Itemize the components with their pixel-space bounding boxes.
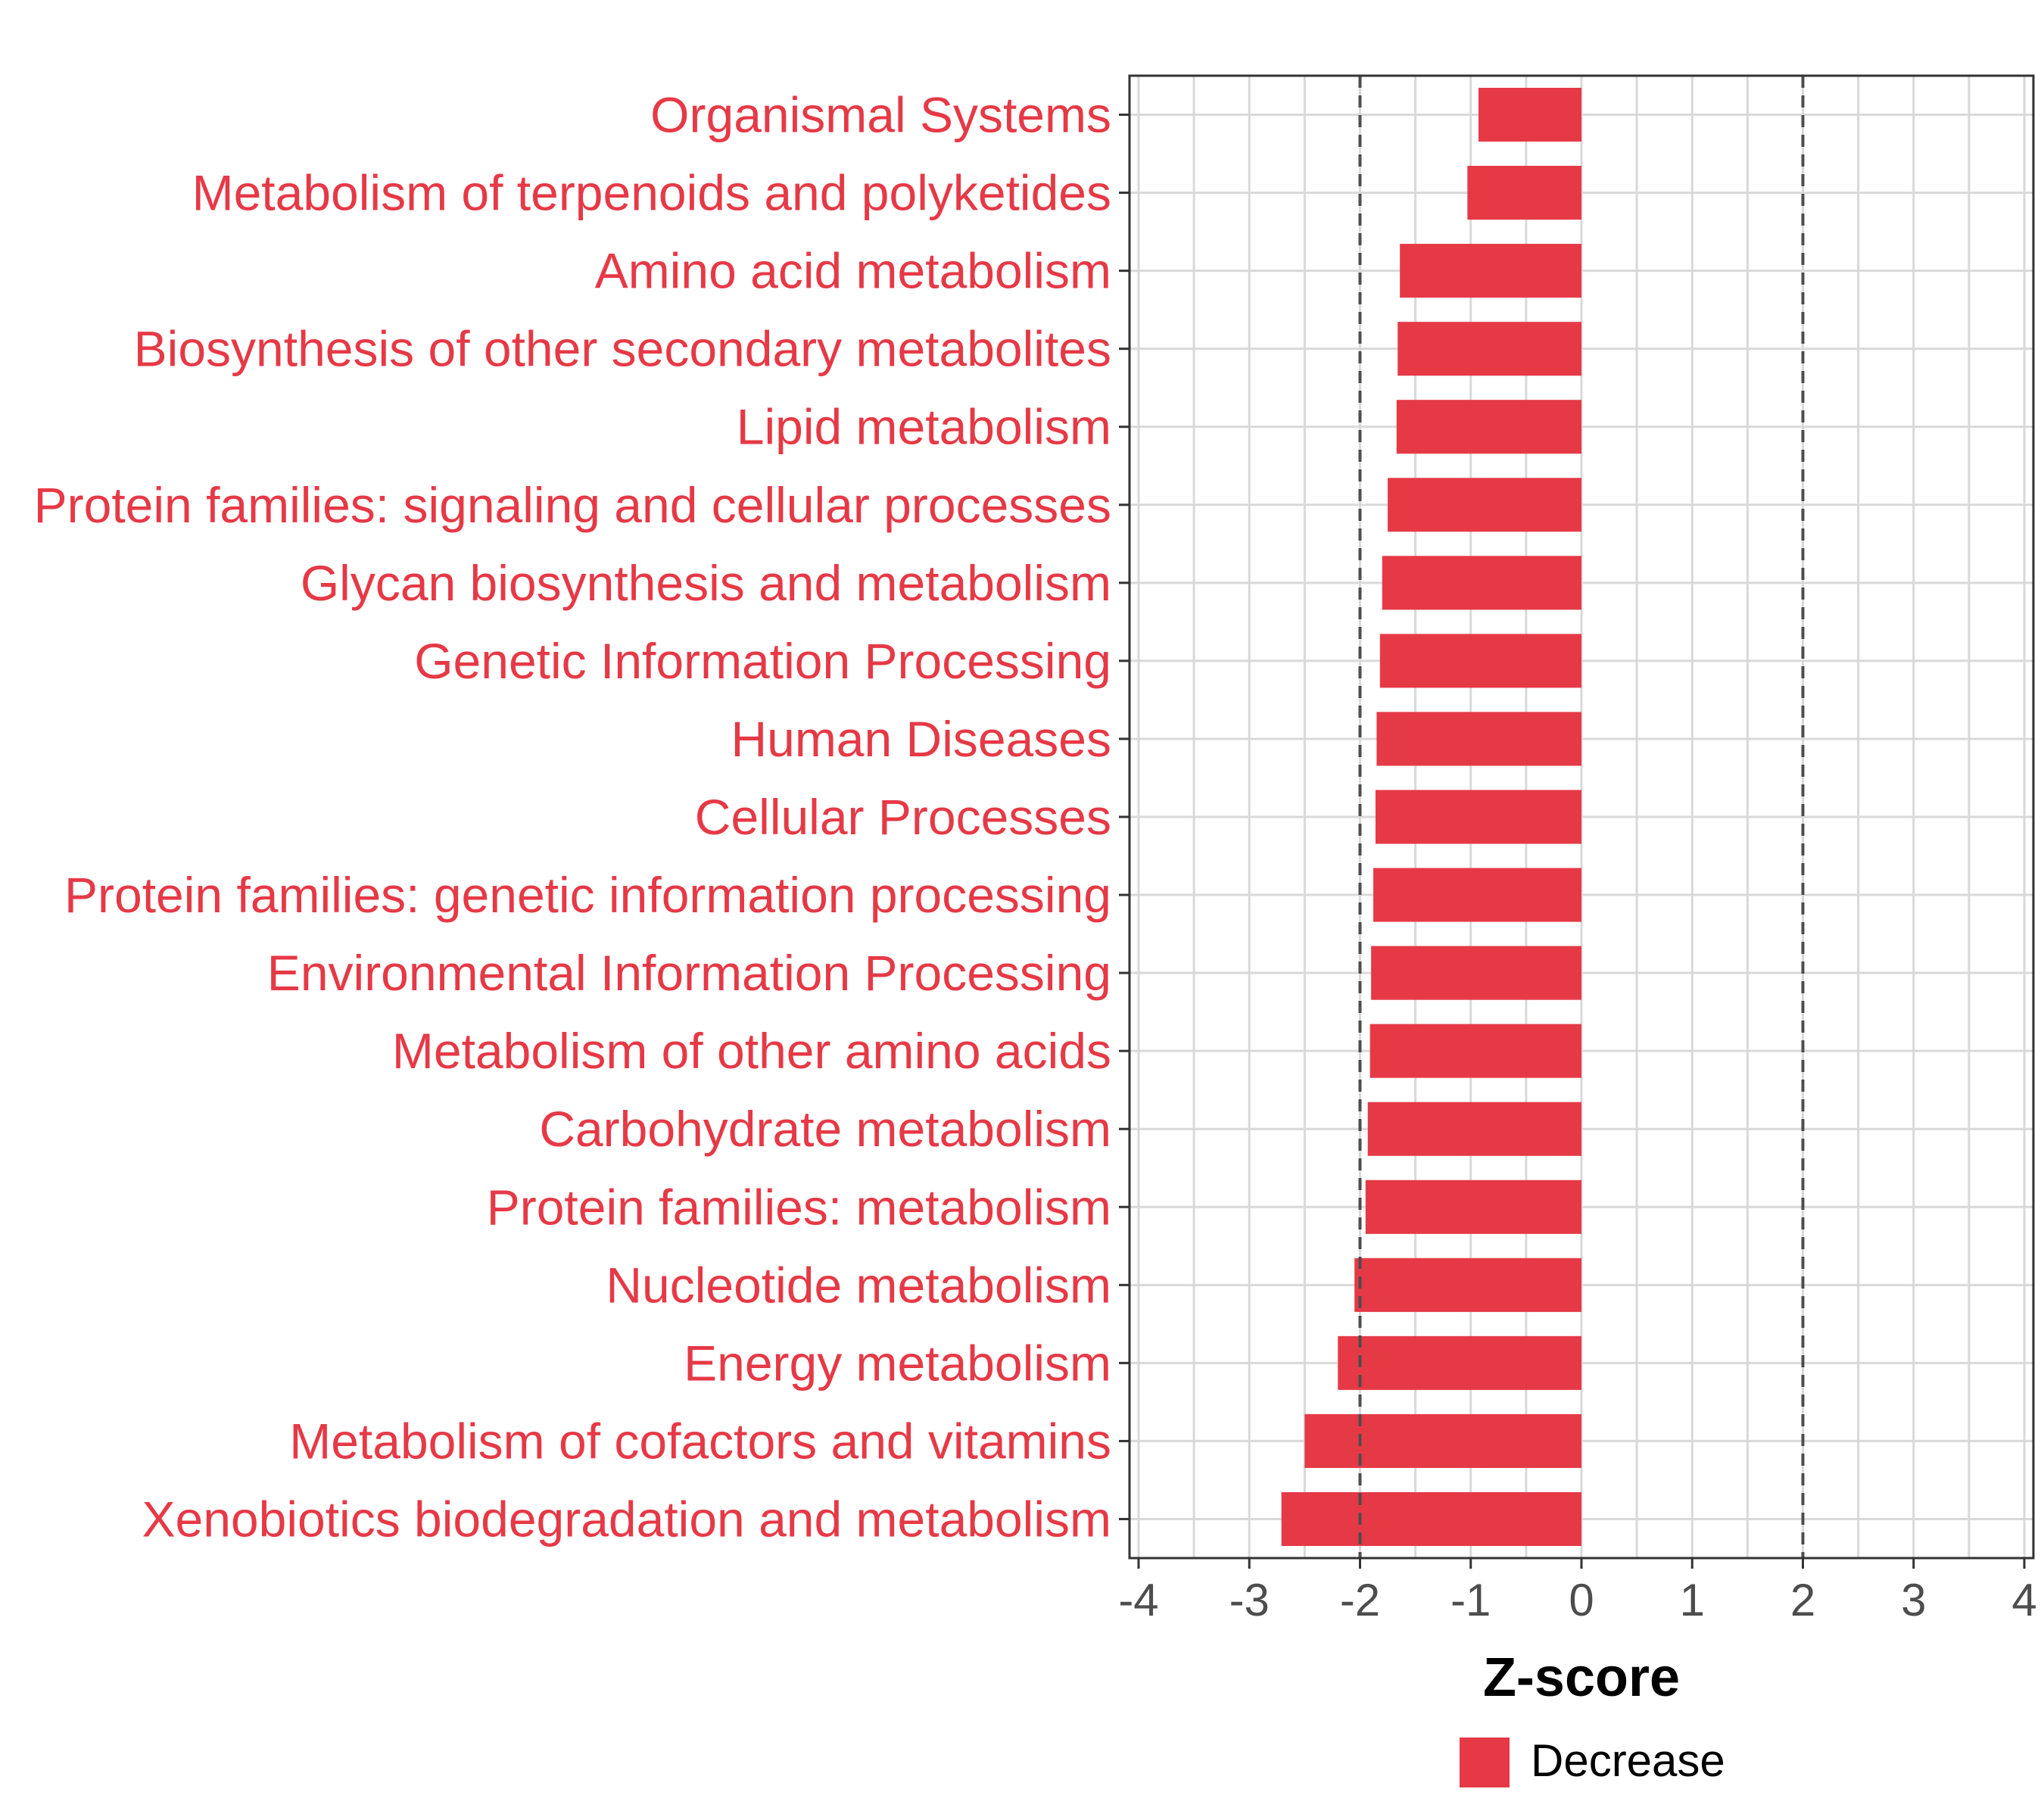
y-tick-label: Human Diseases: [731, 711, 1111, 767]
y-tick-label: Nucleotide metabolism: [606, 1257, 1111, 1313]
x-tick-label: 1: [1680, 1575, 1705, 1625]
y-tick-label: Carbohydrate metabolism: [539, 1101, 1111, 1157]
bar-7: [1382, 556, 1581, 610]
bar-13: [1369, 1024, 1581, 1078]
bar-1: [1478, 87, 1581, 142]
y-axis: Organismal Systems Metabolism of terpenoi…: [34, 87, 1129, 1547]
bar-12: [1371, 946, 1581, 1000]
bar-18: [1304, 1413, 1581, 1468]
x-axis: -4 -3 -2 -1 0 1 2 3 4: [1118, 1558, 2037, 1625]
y-tick-label: Xenobiotics biodegradation and metabolis…: [142, 1491, 1112, 1547]
bars: [1281, 87, 1581, 1547]
x-tick-label: -2: [1340, 1575, 1380, 1625]
bar-3: [1400, 244, 1581, 298]
x-tick-label: -1: [1450, 1575, 1491, 1625]
y-tick-label: Environmental Information Processing: [267, 945, 1111, 1001]
x-tick-label: 3: [1901, 1575, 1926, 1625]
bar-8: [1379, 634, 1581, 688]
y-tick-label: Lipid metabolism: [737, 399, 1111, 455]
x-tick-label: -3: [1229, 1575, 1270, 1625]
y-tick-label: Cellular Processes: [695, 789, 1111, 845]
y-tick-label: Energy metabolism: [684, 1335, 1111, 1391]
bar-5: [1396, 400, 1581, 454]
bar-17: [1338, 1335, 1581, 1390]
x-tick-label: 4: [2011, 1575, 2036, 1625]
bar-15: [1365, 1180, 1581, 1234]
bar-10: [1375, 790, 1581, 844]
legend-label-decrease: Decrease: [1531, 1735, 1725, 1786]
y-tick-label: Metabolism of other amino acids: [392, 1023, 1111, 1079]
y-tick-label: Biosynthesis of other secondary metaboli…: [134, 321, 1111, 377]
bar-16: [1354, 1258, 1581, 1312]
x-tick-label: 0: [1569, 1575, 1594, 1625]
reference-lines: [1358, 76, 1805, 1558]
bar-11: [1373, 868, 1581, 922]
y-tick-label: Genetic Information Processing: [414, 633, 1111, 689]
bar-4: [1397, 322, 1581, 376]
bar-2: [1467, 166, 1581, 220]
x-axis-title: Z-score: [1483, 1647, 1680, 1708]
y-tick-label: Protein families: signaling and cellular…: [34, 477, 1111, 533]
bar-14: [1367, 1102, 1581, 1156]
bar-9: [1376, 712, 1581, 766]
y-tick-label: Organismal Systems: [650, 87, 1111, 143]
x-tick-label: 2: [1790, 1575, 1815, 1625]
y-tick-label: Glycan biosynthesis and metabolism: [301, 555, 1111, 611]
legend: Decrease: [1460, 1735, 1725, 1787]
x-tick-label: -4: [1118, 1575, 1158, 1625]
legend-key-decrease: [1460, 1738, 1510, 1787]
y-tick-label: Amino acid metabolism: [595, 243, 1111, 299]
bar-19: [1281, 1491, 1581, 1547]
bar-6: [1388, 478, 1581, 532]
y-tick-label: Protein families: genetic information pr…: [64, 867, 1111, 923]
y-tick-label: Protein families: metabolism: [487, 1179, 1111, 1235]
y-tick-label: Metabolism of cofactors and vitamins: [289, 1413, 1111, 1469]
y-tick-label: Metabolism of terpenoids and polyketides: [192, 165, 1111, 221]
